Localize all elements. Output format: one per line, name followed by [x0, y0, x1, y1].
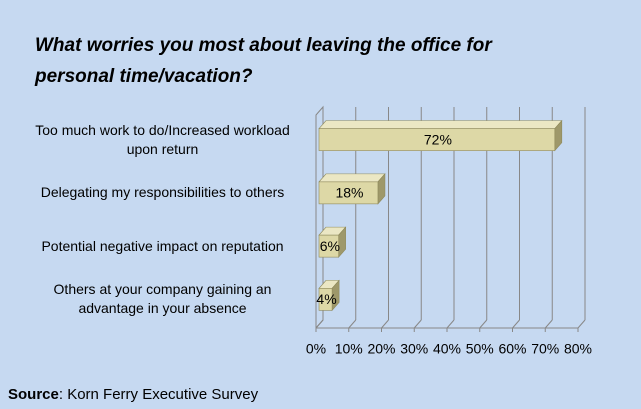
x-tick-label: 70% — [531, 341, 559, 357]
grid-line — [315, 319, 324, 329]
bar-top — [318, 173, 386, 183]
x-tick-label: 10% — [335, 341, 363, 357]
x-tick-label: 60% — [498, 341, 526, 357]
x-tick-label: 20% — [367, 341, 395, 357]
bar-top — [318, 120, 563, 129]
grid-line — [577, 319, 586, 329]
source-text: : Korn Ferry Executive Survey — [58, 386, 259, 403]
grid-line — [446, 319, 455, 329]
x-tick-label: 0% — [306, 341, 326, 357]
grid-line — [544, 319, 553, 329]
bar — [318, 181, 379, 205]
value-label: 4% — [316, 291, 336, 307]
chart-title: What worries you most about leaving the … — [35, 35, 492, 87]
category-label: Potential negative impact on reputation — [41, 237, 284, 254]
grid-line — [381, 319, 389, 329]
grid-line — [479, 319, 488, 329]
category-label: Others at your company gaining an advant… — [53, 281, 272, 317]
grid-line — [348, 319, 357, 329]
x-tick-label: 30% — [400, 341, 428, 357]
value-label: 72% — [424, 131, 452, 147]
grid-line — [413, 319, 422, 329]
bar — [318, 128, 556, 151]
bar — [318, 288, 333, 311]
x-tick-label: 80% — [564, 341, 592, 357]
source: Source: Korn Ferry Executive Survey — [8, 386, 258, 403]
category-label: Too much work to do/Increased workload u… — [35, 121, 290, 157]
source-label: Source — [8, 386, 59, 403]
value-label: 6% — [320, 238, 340, 254]
category-label: Delegating my responsibilities to others — [40, 184, 285, 201]
x-tick-label: 40% — [433, 341, 461, 357]
bar — [318, 234, 339, 258]
x-tick-label: 50% — [466, 341, 494, 357]
value-label: 18% — [335, 185, 363, 201]
grid-line — [512, 319, 520, 329]
